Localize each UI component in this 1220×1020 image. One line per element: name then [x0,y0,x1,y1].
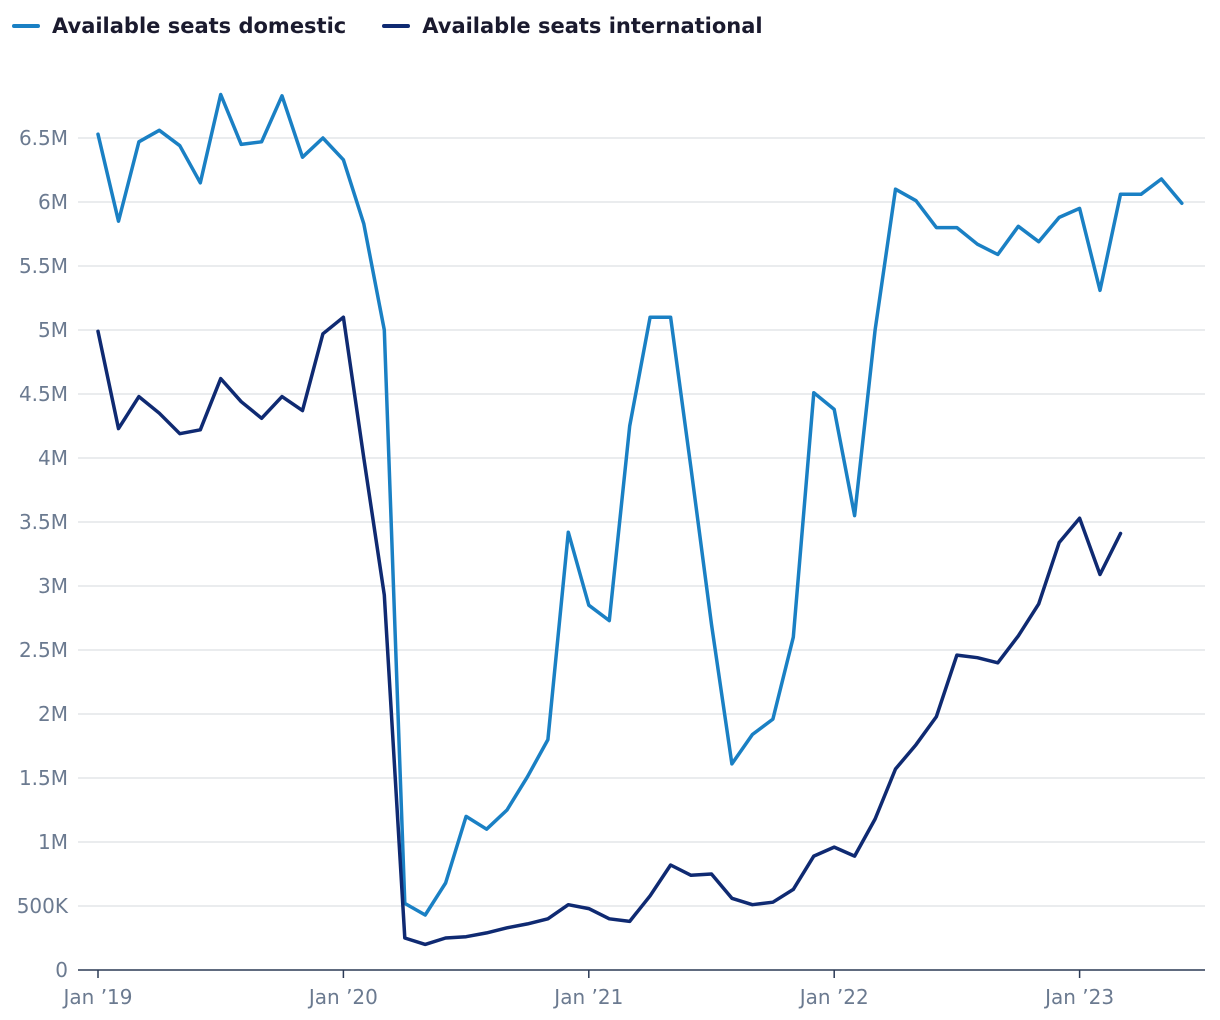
y-tick-label: 1.5M [19,766,68,790]
x-tick-label: Jan ’22 [798,985,869,1009]
x-tick-label: Jan ’20 [307,985,378,1009]
y-tick-label: 6.5M [19,126,68,150]
y-tick-label: 500K [17,894,69,918]
y-tick-label: 2.5M [19,638,68,662]
y-tick-label: 3M [38,574,68,598]
y-tick-label: 0 [55,958,68,982]
series-line-domestic [96,92,1184,917]
legend-swatch-domestic [12,24,40,28]
legend-label-international: Available seats international [422,14,763,38]
y-tick-label: 5.5M [19,254,68,278]
y-tick-label: 4.5M [19,382,68,406]
y-tick-label: 3.5M [19,510,68,534]
series-line-international [96,315,1123,947]
y-tick-label: 5M [38,318,68,342]
legend-swatch-international [382,24,411,28]
y-tick-label: 1M [38,830,68,854]
x-tick-label: Jan ’19 [62,985,133,1009]
y-tick-label: 4M [38,446,68,470]
legend: Available seats domestic Available seats… [12,14,763,38]
legend-item-international[interactable]: Available seats international [382,14,763,38]
legend-label-domestic: Available seats domestic [52,14,347,38]
x-tick-label: Jan ’21 [552,985,623,1009]
x-tick-label: Jan ’23 [1043,985,1114,1009]
y-tick-label: 6M [38,190,68,214]
legend-item-domestic[interactable]: Available seats domestic [12,14,346,38]
y-tick-label: 2M [38,702,68,726]
